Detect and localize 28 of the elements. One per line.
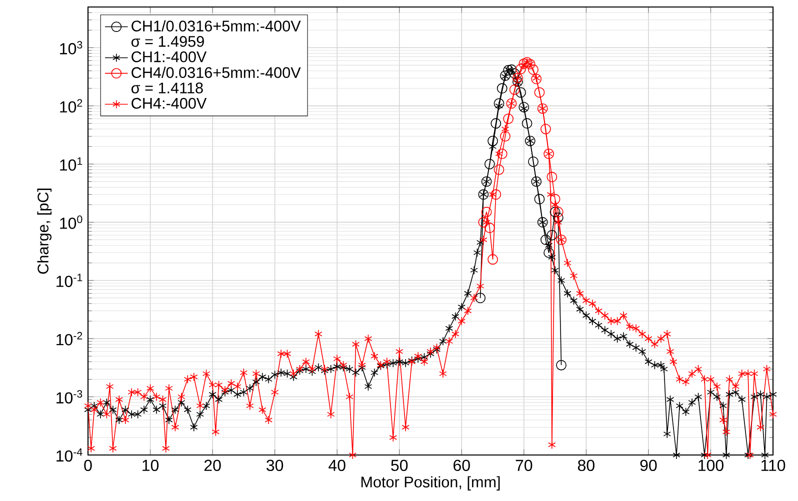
x-tick-label: 30 [266, 460, 284, 472]
x-tick-label: 90 [640, 460, 657, 472]
y-tick-label: 10$^{-2}$ [56, 332, 82, 346]
y-tick-label: 10$^{3}$ [60, 40, 82, 54]
x-tick-label: 80 [578, 460, 594, 472]
x-tick-label: 70 [516, 460, 532, 472]
annotation: σ = 1.4959 [131, 36, 204, 47]
y-tick-label: 10$^{1}$ [60, 157, 82, 171]
y-tick-label: 10$^{-1}$ [56, 274, 82, 288]
x-tick-label: 100 [698, 460, 724, 472]
x-tick-label: 110 [761, 460, 786, 472]
x-axis-title: Motor Position, [mm] [361, 476, 500, 490]
y-axis-title: Charge, [pC] [37, 188, 52, 274]
legend-label: CH1/0.0316+5mm:-400V [132, 20, 301, 32]
x-tick-label: 50 [391, 460, 408, 472]
x-tick-label: 60 [454, 460, 470, 472]
y-tick-label: 10$^{0}$ [60, 216, 82, 229]
y-tick-label: 10$^{-3}$ [56, 390, 82, 404]
x-tick-label: 40 [328, 460, 346, 472]
y-tick-label: 10$^{-4}$ [56, 448, 82, 462]
y-tick-label: 10$^{2}$ [60, 99, 82, 113]
x-tick-label: 20 [204, 460, 221, 472]
legend-label: CH4:-400V [132, 98, 207, 109]
annotation: σ = 1.4118 [131, 82, 203, 94]
legend-label: CH4/0.0316+5mm:-400V [132, 66, 301, 78]
legend-label: CH1:-400V [132, 51, 207, 62]
x-tick-label: 0 [84, 460, 92, 472]
x-tick-label: 10 [142, 460, 159, 472]
